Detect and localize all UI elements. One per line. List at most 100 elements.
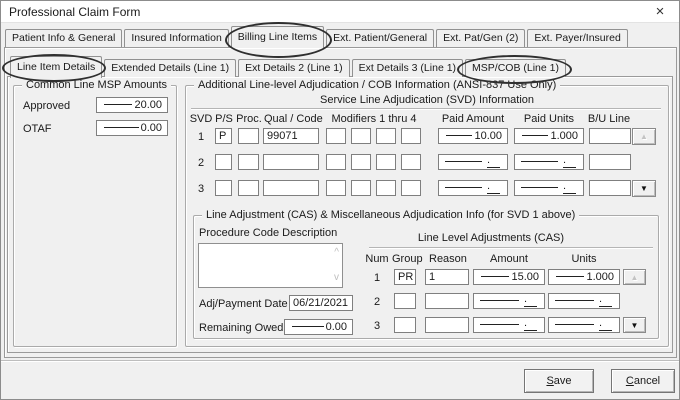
amount-field-row1[interactable]: 15.00 xyxy=(473,269,545,285)
paid-amount-field-row3[interactable] xyxy=(438,180,508,196)
cancel-button-label: Cancel xyxy=(625,375,661,387)
modifier2-field-row3[interactable] xyxy=(351,180,371,196)
scroll-up-icon: ▲ xyxy=(640,132,648,141)
tab-label: Ext Details 2 (Line 1) xyxy=(245,62,343,74)
tab-ext-payer-insured[interactable]: Ext. Payer/Insured xyxy=(527,29,628,47)
modifier4-field-row1[interactable] xyxy=(401,128,421,144)
svd-row-number: 1 xyxy=(197,131,205,143)
proc-qual-field-row3[interactable] xyxy=(238,180,259,196)
reason-col-header: Reason xyxy=(429,253,467,265)
cas-scroll-up-button[interactable]: ▲ xyxy=(623,269,646,285)
cas-row-number: 1 xyxy=(373,272,381,284)
paid-units-field-row1[interactable]: 1.000 xyxy=(514,128,584,144)
ps-field-row3[interactable] xyxy=(215,180,232,196)
paid-units-col-header: Paid Units xyxy=(523,113,575,125)
modifier1-field-row2[interactable] xyxy=(326,154,346,170)
tab-ext-details-3-line1[interactable]: Ext Details 3 (Line 1) xyxy=(351,59,464,77)
modifier4-field-row2[interactable] xyxy=(401,154,421,170)
units-field-row2[interactable] xyxy=(548,293,620,309)
code-field-row3[interactable] xyxy=(263,180,319,196)
amount-field-row3[interactable] xyxy=(473,317,545,333)
bu-line-field-row1[interactable] xyxy=(589,128,631,144)
tab-label: MSP/COB (Line 1) xyxy=(472,62,559,74)
ps-field-row1[interactable]: P xyxy=(215,128,232,144)
paid-units-field-row2[interactable] xyxy=(514,154,584,170)
modifier3-field-row2[interactable] xyxy=(376,154,396,170)
group-field-row2[interactable] xyxy=(394,293,416,309)
tab-ext-pat-gen-2[interactable]: Ext. Pat/Gen (2) xyxy=(436,29,526,47)
modifier1-field-row3[interactable] xyxy=(326,180,346,196)
ps-field-row2[interactable] xyxy=(215,154,232,170)
bu-line-field-row2[interactable] xyxy=(589,154,631,170)
tab-patient-info-general[interactable]: Patient Info & General xyxy=(5,29,123,47)
scroll-down-icon: ▼ xyxy=(630,320,639,330)
textarea-scroll-up-icon: ^ xyxy=(334,247,339,258)
modifier2-field-row2[interactable] xyxy=(351,154,371,170)
units-col-header: Units xyxy=(571,253,597,265)
units-field-row1[interactable]: 1.000 xyxy=(548,269,620,285)
adj-payment-date-field[interactable]: 06/21/2021 xyxy=(289,295,353,311)
modifier4-field-row3[interactable] xyxy=(401,180,421,196)
window-title: Professional Claim Form xyxy=(9,4,141,19)
svd-subtitle: Service Line Adjudication (SVD) Informat… xyxy=(320,94,534,106)
code-field-row1[interactable]: 99071 xyxy=(263,128,319,144)
amount-field-row2[interactable] xyxy=(473,293,545,309)
cas-separator xyxy=(369,247,653,249)
group-field-row3[interactable] xyxy=(394,317,416,333)
approved-label: Approved xyxy=(23,100,71,112)
group-field-row1[interactable]: PR xyxy=(394,269,416,285)
cas-scroll-down-button[interactable]: ▼ xyxy=(623,317,646,333)
save-button-label: Save xyxy=(546,375,572,387)
svd-scroll-down-button[interactable]: ▼ xyxy=(632,180,656,197)
modifier3-field-row1[interactable] xyxy=(376,128,396,144)
reason-field-row2[interactable] xyxy=(425,293,469,309)
paid-amount-field-row2[interactable] xyxy=(438,154,508,170)
modifiers-col-header: Modifiers 1 thru 4 xyxy=(331,113,417,125)
modifier3-field-row3[interactable] xyxy=(376,180,396,196)
tab-label: Extended Details (Line 1) xyxy=(111,62,230,74)
reason-field-row3[interactable] xyxy=(425,317,469,333)
num-col-header: Num xyxy=(365,253,389,265)
proc-qual-field-row2[interactable] xyxy=(238,154,259,170)
bu-line-field-row3[interactable] xyxy=(589,180,631,196)
cancel-button[interactable]: Cancel xyxy=(611,369,675,393)
save-button[interactable]: Save xyxy=(524,369,594,393)
bu-line-col-header: B/U Line xyxy=(587,113,631,125)
units-field-row3[interactable] xyxy=(548,317,620,333)
paid-amount-field-row1[interactable]: 10.00 xyxy=(438,128,508,144)
tab-label: Ext. Payer/Insured xyxy=(534,32,621,44)
qual-code-col-header: Qual / Code xyxy=(264,113,323,125)
procedure-code-description-textarea[interactable]: ^ v xyxy=(198,243,343,288)
tab-billing-line-items[interactable]: Billing Line Items xyxy=(224,22,333,58)
code-field-row2[interactable] xyxy=(263,154,319,170)
remaining-owed-field[interactable]: 0.00 xyxy=(284,319,353,335)
tab-msp-cob-line1[interactable]: MSP/COB (Line 1) xyxy=(457,55,572,84)
proc-qual-field-row1[interactable] xyxy=(238,128,259,144)
bottom-divider xyxy=(1,360,679,362)
ps-col-header: P/S xyxy=(215,113,233,125)
tab-insured-information[interactable]: Insured Information xyxy=(124,29,229,47)
modifier1-field-row1[interactable] xyxy=(326,128,346,144)
tab-line-item-details[interactable]: Line Item Details xyxy=(2,54,107,82)
paid-units-field-row3[interactable] xyxy=(514,180,584,196)
amount-col-header: Amount xyxy=(490,253,528,265)
group-title: Additional Line-level Adjudication / COB… xyxy=(194,79,561,91)
cas-row-number: 3 xyxy=(373,320,381,332)
tab-label: Ext Details 3 (Line 1) xyxy=(358,62,457,74)
common-line-msp-amounts-group: Common Line MSP Amounts xyxy=(13,79,177,347)
line-adjustment-cas-group: Line Adjustment (CAS) & Miscellaneous Ad… xyxy=(193,209,659,339)
modifier2-field-row1[interactable] xyxy=(351,128,371,144)
svd-separator xyxy=(191,108,661,110)
tab-ext-patient-general[interactable]: Ext. Patient/General xyxy=(326,29,435,47)
tab-label: Ext. Patient/General xyxy=(333,32,428,44)
reason-field-row1[interactable]: 1 xyxy=(425,269,469,285)
tab-ext-details-2-line1[interactable]: Ext Details 2 (Line 1) xyxy=(238,59,350,77)
approved-field[interactable]: 20.00 xyxy=(96,97,168,113)
otaf-field[interactable]: 0.00 xyxy=(96,120,168,136)
close-icon[interactable]: × xyxy=(655,3,665,20)
sub-tab-strip: Line Item Details Extended Details (Line… xyxy=(2,54,572,84)
tab-extended-details-line1[interactable]: Extended Details (Line 1) xyxy=(104,59,237,77)
svd-scroll-up-button[interactable]: ▲ xyxy=(632,128,656,145)
group-col-header: Group xyxy=(392,253,423,265)
title-bar: Professional Claim Form × xyxy=(1,1,679,23)
